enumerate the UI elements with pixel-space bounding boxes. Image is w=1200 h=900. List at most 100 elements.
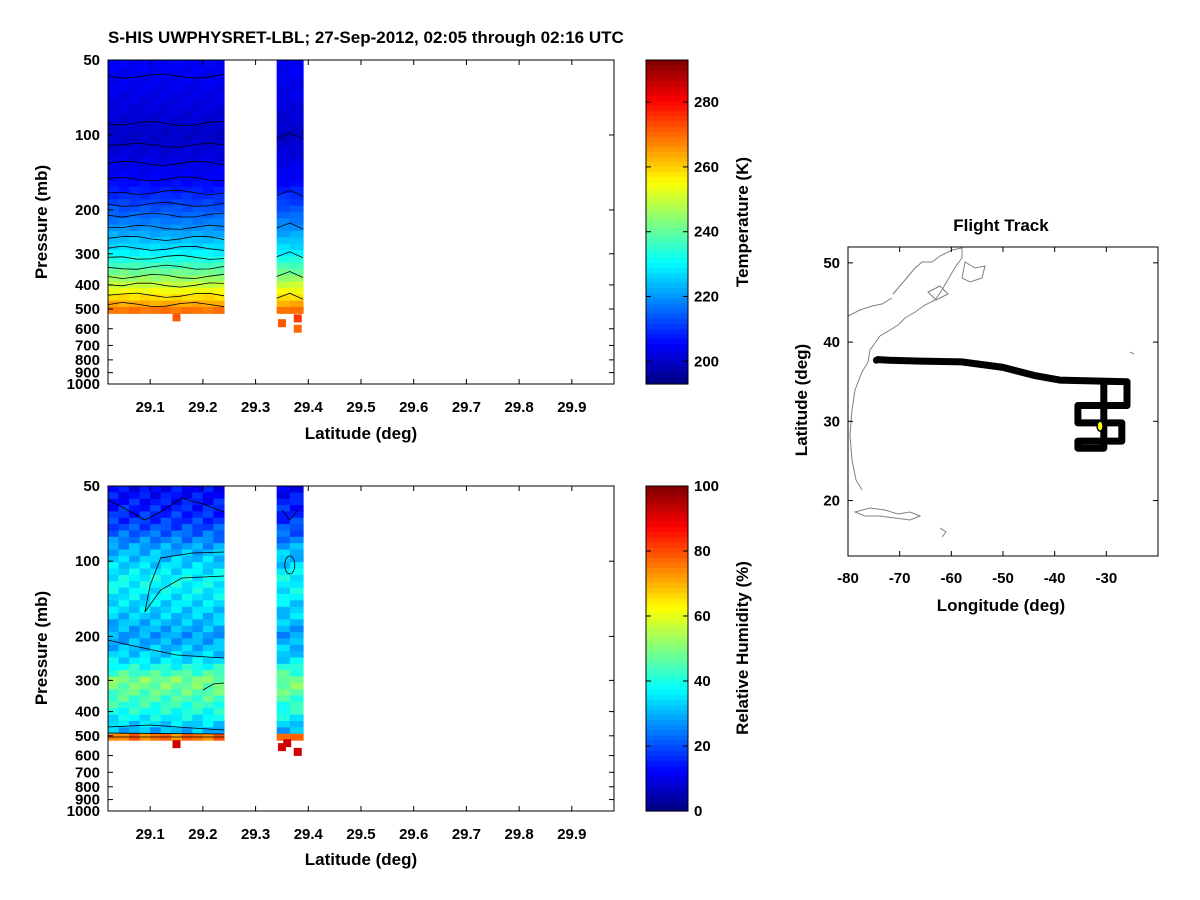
heatmap-cell xyxy=(139,505,151,512)
heatmap-cell xyxy=(108,85,120,93)
colorbar-segment xyxy=(646,714,688,721)
heatmap-cell xyxy=(202,281,215,289)
heatmap-cell xyxy=(213,66,225,74)
x-tick-label: 29.4 xyxy=(294,399,324,416)
heatmap-cell xyxy=(213,682,225,690)
heatmap-cell xyxy=(181,66,193,74)
heatmap-cell xyxy=(276,524,291,532)
page-title: S-HIS UWPHYSRET-LBL; 27-Sep-2012, 02:05 … xyxy=(108,28,624,47)
heatmap-cell xyxy=(171,613,183,620)
heatmap-cell xyxy=(192,300,204,308)
heatmap-cell xyxy=(213,85,225,93)
colorbar-segment xyxy=(646,765,688,771)
colorbar-segment xyxy=(646,196,688,203)
heatmap-cell xyxy=(139,91,151,99)
heatmap-cell xyxy=(289,549,304,557)
heatmap-cell xyxy=(202,173,215,181)
heatmap-cell xyxy=(139,300,151,308)
y-tick-label: 200 xyxy=(75,628,100,645)
heatmap-cell xyxy=(276,300,291,308)
colorbar-segment xyxy=(646,161,688,167)
colorbar-segment xyxy=(646,297,688,304)
temperature-isoline xyxy=(107,254,225,260)
heatmap-cell xyxy=(108,530,120,538)
heatmap-cell xyxy=(108,701,120,709)
heatmap-cell xyxy=(289,110,304,118)
heatmap-cell xyxy=(181,587,193,595)
heatmap-cell xyxy=(108,511,120,519)
heatmap-cell xyxy=(276,60,291,67)
heatmap-cell xyxy=(108,600,120,608)
heatmap-cell xyxy=(150,536,162,544)
heatmap-cell xyxy=(192,530,204,538)
heatmap-cell xyxy=(192,72,204,80)
heatmap-cell xyxy=(139,66,151,74)
heatmap-cell xyxy=(150,663,162,671)
humidity-isoline xyxy=(281,509,299,521)
heatmap-cell xyxy=(150,129,162,137)
heatmap-cell xyxy=(171,230,183,238)
heatmap-cell xyxy=(276,97,291,105)
heatmap-cell xyxy=(276,243,291,251)
heatmap-cell xyxy=(108,517,120,525)
heatmap-cell xyxy=(118,79,130,86)
heatmap-cell xyxy=(181,657,193,665)
heatmap-cell xyxy=(289,727,304,735)
heatmap-cell xyxy=(171,708,183,716)
temperature-isoline xyxy=(107,273,225,280)
colorbar-segment xyxy=(646,282,688,289)
heatmap-cell xyxy=(202,524,215,532)
heatmap-cell xyxy=(181,486,193,493)
heatmap-cell xyxy=(150,243,162,251)
heatmap-cell xyxy=(213,517,225,525)
colorbar-segment xyxy=(646,663,688,670)
heatmap-cell xyxy=(108,256,120,264)
heatmap-cell xyxy=(150,79,162,86)
heatmap-cell xyxy=(150,644,162,652)
temperature-panel: 29.1 29.2 29.3 29.4 29.5 29.6 29.7 29.8 29.9 50 1… xyxy=(32,52,752,443)
heatmap-cell xyxy=(129,287,141,295)
heatmap-cell xyxy=(213,104,225,112)
heatmap-cell xyxy=(118,167,130,175)
heatmap-cell xyxy=(160,632,172,640)
humidity-isoline xyxy=(202,682,225,691)
heatmap-cell xyxy=(276,530,291,538)
heatmap-cell xyxy=(160,116,172,124)
heatmap-cell xyxy=(213,243,225,251)
heatmap-cell xyxy=(150,167,162,175)
heatmap-cell xyxy=(118,727,130,735)
colorbar-segment xyxy=(646,151,688,157)
heatmap-cell xyxy=(118,268,130,276)
heatmap-cell xyxy=(160,524,172,532)
colorbar-segment xyxy=(646,689,688,695)
heatmap-cell xyxy=(139,543,151,551)
heatmap-cell xyxy=(139,135,151,143)
colorbar-segment xyxy=(646,780,688,787)
heatmap-cell xyxy=(192,167,204,175)
heatmap-cell xyxy=(108,142,120,150)
temperature-isoline xyxy=(107,224,225,230)
heatmap-cell xyxy=(181,606,193,614)
heatmap-cell xyxy=(150,505,162,512)
heatmap-cell xyxy=(192,536,204,544)
heatmap-cell xyxy=(181,593,193,601)
heatmap-cell xyxy=(213,708,225,716)
heatmap-cell xyxy=(289,682,304,690)
colorbar-segment xyxy=(646,516,688,523)
colorbar-segment xyxy=(646,80,688,86)
heatmap-cell xyxy=(289,632,304,640)
heatmap-cell xyxy=(118,300,130,308)
heatmap-cell xyxy=(276,180,291,188)
temperature-colorbar-label: Temperature (K) xyxy=(733,157,752,287)
heatmap-cell xyxy=(139,110,151,118)
heatmap-cell xyxy=(213,281,225,289)
heatmap-cell xyxy=(139,294,151,302)
heatmap-cell xyxy=(171,543,183,551)
heatmap-cell xyxy=(150,638,162,646)
heatmap-cell xyxy=(150,142,162,150)
heatmap-cell xyxy=(276,657,291,665)
heatmap-cell xyxy=(171,587,183,595)
heatmap-cell xyxy=(160,110,172,118)
heatmap-cell xyxy=(181,517,193,525)
heatmap-cell xyxy=(108,708,120,716)
